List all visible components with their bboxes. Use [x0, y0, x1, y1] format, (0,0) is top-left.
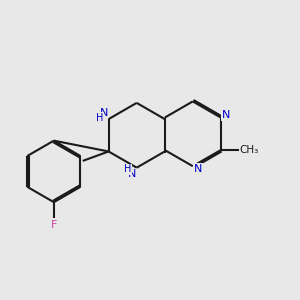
Text: N: N — [222, 110, 230, 120]
Text: N: N — [194, 164, 202, 173]
Text: H: H — [124, 164, 131, 174]
Text: CH₃: CH₃ — [239, 145, 258, 155]
Text: N: N — [128, 169, 136, 179]
Text: H: H — [96, 112, 103, 123]
Text: F: F — [51, 220, 57, 230]
Text: N: N — [100, 108, 108, 118]
